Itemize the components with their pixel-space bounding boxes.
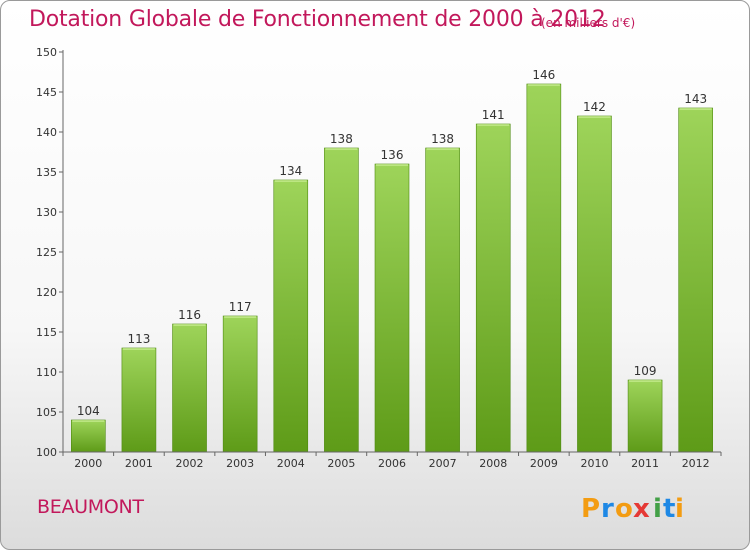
data-label-2009: 146 bbox=[532, 68, 555, 82]
chart-title: Dotation Globale de Fonctionnement de 20… bbox=[29, 7, 606, 32]
y-tick-label-125: 125 bbox=[36, 246, 57, 259]
data-label-2010: 142 bbox=[583, 100, 606, 114]
x-tick-label-2009: 2009 bbox=[530, 457, 558, 470]
y-tick-label-145: 145 bbox=[36, 86, 57, 99]
commune-name: BEAUMONT bbox=[37, 496, 144, 518]
x-tick-label-2001: 2001 bbox=[125, 457, 153, 470]
x-tick-label-2010: 2010 bbox=[580, 457, 608, 470]
data-label-2006: 136 bbox=[381, 148, 404, 162]
x-tick-label-2004: 2004 bbox=[277, 457, 305, 470]
data-label-2003: 117 bbox=[229, 300, 252, 314]
bar-2004 bbox=[273, 179, 309, 453]
data-label-2004: 134 bbox=[279, 164, 302, 178]
logo-letter: P bbox=[581, 494, 600, 524]
y-tick-label-100: 100 bbox=[36, 446, 57, 459]
x-tick-label-2006: 2006 bbox=[378, 457, 406, 470]
data-label-2002: 116 bbox=[178, 308, 201, 322]
x-tick-label-2008: 2008 bbox=[479, 457, 507, 470]
x-tick-label-2012: 2012 bbox=[682, 457, 710, 470]
bar-2009 bbox=[526, 83, 562, 453]
logo-letter: x bbox=[633, 494, 650, 524]
bar-2005 bbox=[324, 147, 359, 453]
y-tick-label-135: 135 bbox=[36, 166, 57, 179]
bar-2002 bbox=[172, 323, 207, 453]
bar-2003 bbox=[222, 315, 258, 453]
bar-2000 bbox=[71, 419, 106, 453]
y-tick-label-110: 110 bbox=[36, 366, 57, 379]
bar-2012 bbox=[678, 107, 713, 453]
x-tick-label-2005: 2005 bbox=[327, 457, 355, 470]
y-tick-label-105: 105 bbox=[36, 406, 57, 419]
bar-2010 bbox=[577, 115, 612, 453]
y-tick-label-115: 115 bbox=[36, 326, 57, 339]
bar-2007 bbox=[425, 147, 460, 453]
data-label-2005: 138 bbox=[330, 132, 353, 146]
y-tick-label-120: 120 bbox=[36, 286, 57, 299]
x-tick-label-2011: 2011 bbox=[631, 457, 659, 470]
y-tick-label-130: 130 bbox=[36, 206, 57, 219]
data-label-2012: 143 bbox=[684, 92, 707, 106]
x-tick-label-2003: 2003 bbox=[226, 457, 254, 470]
x-tick-label-2000: 2000 bbox=[74, 457, 102, 470]
data-label-2001: 113 bbox=[127, 332, 150, 346]
bar-2001 bbox=[121, 347, 157, 453]
data-label-2011: 109 bbox=[634, 364, 657, 378]
bar-2006 bbox=[374, 163, 410, 453]
logo-letter: t bbox=[663, 494, 675, 524]
logo-letter: i bbox=[653, 494, 662, 524]
logo-letter: o bbox=[615, 494, 633, 524]
logo-letter: r bbox=[601, 494, 614, 524]
logo-letter: i bbox=[675, 494, 684, 524]
x-tick-label-2002: 2002 bbox=[176, 457, 204, 470]
data-label-2007: 138 bbox=[431, 132, 454, 146]
y-tick-label-150: 150 bbox=[36, 46, 57, 59]
bar-2008 bbox=[475, 123, 511, 453]
data-label-2000: 104 bbox=[77, 404, 100, 418]
y-tick-label-140: 140 bbox=[36, 126, 57, 139]
chart-subtitle: (en milliers d'€) bbox=[541, 16, 636, 30]
bar-2011 bbox=[627, 379, 663, 453]
data-label-2008: 141 bbox=[482, 108, 505, 122]
x-tick-label-2007: 2007 bbox=[429, 457, 457, 470]
